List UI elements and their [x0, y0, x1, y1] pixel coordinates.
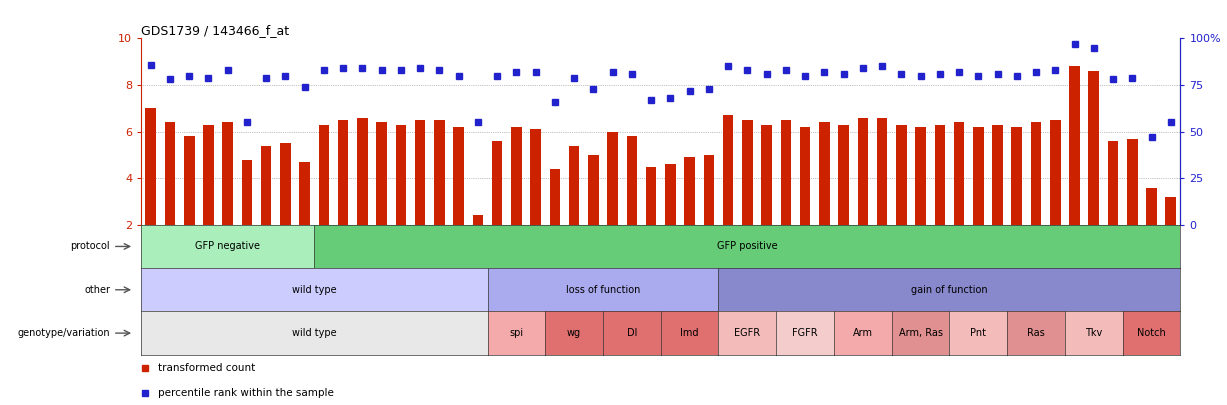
Bar	[1050, 120, 1060, 225]
Bar	[1069, 66, 1080, 225]
Bar	[319, 125, 329, 225]
Bar	[569, 145, 579, 225]
Bar	[1088, 71, 1099, 225]
Bar	[415, 120, 426, 225]
Bar	[146, 108, 156, 225]
Text: loss of function: loss of function	[566, 285, 640, 295]
Bar	[299, 162, 310, 225]
Bar	[896, 125, 907, 225]
Bar	[761, 125, 772, 225]
Bar	[222, 122, 233, 225]
Bar	[1011, 127, 1022, 225]
Bar	[877, 117, 887, 225]
Bar	[1031, 122, 1042, 225]
Text: spi: spi	[509, 328, 524, 338]
Bar	[588, 155, 599, 225]
Bar	[530, 129, 541, 225]
Bar	[357, 117, 368, 225]
Text: percentile rank within the sample: percentile rank within the sample	[158, 388, 334, 398]
Bar	[607, 132, 618, 225]
Bar	[261, 145, 271, 225]
Bar	[184, 136, 195, 225]
Text: wild type: wild type	[292, 328, 336, 338]
Text: Notch: Notch	[1137, 328, 1166, 338]
Bar	[337, 120, 348, 225]
Bar	[1108, 141, 1118, 225]
Text: wg: wg	[567, 328, 582, 338]
Bar	[723, 115, 734, 225]
Bar	[800, 127, 810, 225]
Bar	[242, 160, 253, 225]
Bar	[703, 155, 714, 225]
Bar	[685, 157, 694, 225]
Text: protocol: protocol	[70, 241, 110, 252]
Text: Arm: Arm	[853, 328, 872, 338]
Bar	[453, 127, 464, 225]
Text: GFP positive: GFP positive	[717, 241, 778, 252]
Bar	[820, 122, 829, 225]
Text: FGFR: FGFR	[793, 328, 818, 338]
Bar	[915, 127, 926, 225]
Bar	[550, 169, 561, 225]
Text: EGFR: EGFR	[734, 328, 761, 338]
Text: Dl: Dl	[627, 328, 637, 338]
Bar	[377, 122, 387, 225]
Bar	[838, 125, 849, 225]
Text: gain of function: gain of function	[912, 285, 988, 295]
Bar	[472, 215, 483, 225]
Bar	[780, 120, 791, 225]
Bar	[935, 125, 945, 225]
Text: genotype/variation: genotype/variation	[17, 328, 110, 338]
Bar	[395, 125, 406, 225]
Bar	[973, 127, 984, 225]
Bar	[742, 120, 752, 225]
Bar	[280, 143, 291, 225]
Bar	[434, 120, 444, 225]
Bar	[164, 122, 175, 225]
Bar	[953, 122, 964, 225]
Bar	[645, 166, 656, 225]
Text: Arm, Ras: Arm, Ras	[898, 328, 942, 338]
Bar	[993, 125, 1002, 225]
Text: Pnt: Pnt	[971, 328, 987, 338]
Text: Ras: Ras	[1027, 328, 1045, 338]
Text: GDS1739 / 143466_f_at: GDS1739 / 143466_f_at	[141, 24, 290, 37]
Bar	[1146, 188, 1157, 225]
Bar	[1166, 197, 1175, 225]
Text: other: other	[85, 285, 110, 295]
Text: wild type: wild type	[292, 285, 336, 295]
Bar	[512, 127, 521, 225]
Bar	[627, 136, 637, 225]
Text: Tkv: Tkv	[1085, 328, 1102, 338]
Bar	[858, 117, 869, 225]
Bar	[1126, 139, 1137, 225]
Text: transformed count: transformed count	[158, 363, 255, 373]
Bar	[492, 141, 502, 225]
Text: GFP negative: GFP negative	[195, 241, 260, 252]
Bar	[665, 164, 676, 225]
Text: Imd: Imd	[680, 328, 699, 338]
Bar	[204, 125, 213, 225]
